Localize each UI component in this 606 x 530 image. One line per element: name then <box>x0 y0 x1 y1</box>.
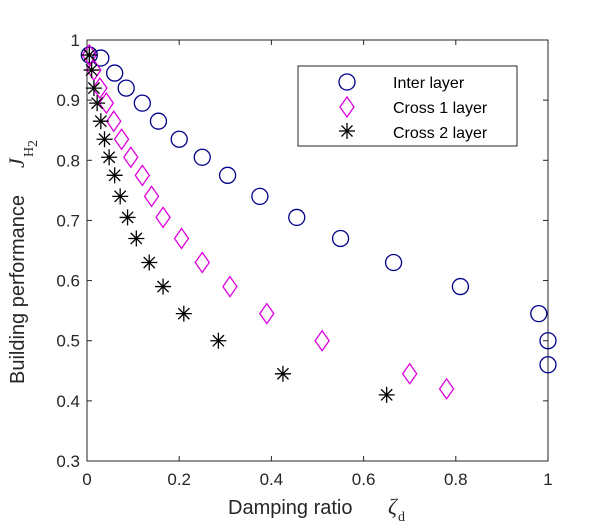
data-point-inter-layer <box>539 356 557 374</box>
data-point-inter-layer <box>384 253 403 272</box>
y-tick-label: 0.3 <box>56 452 80 471</box>
legend-label-inter-layer: Inter layer <box>393 75 465 92</box>
data-point-cross-2-layer <box>81 47 98 64</box>
data-point-cross-1-layer <box>86 58 102 82</box>
data-point-cross-1-layer <box>92 76 108 100</box>
data-point-inter-layer <box>133 94 151 112</box>
data-point-cross-1-layer <box>123 146 139 169</box>
data-point-inter-layer <box>530 304 548 323</box>
data-point-cross-1-layer <box>222 275 238 298</box>
x-tick-label: 0.8 <box>444 470 468 489</box>
data-point-inter-layer <box>218 166 237 184</box>
y-tick-label: 0.5 <box>56 332 80 351</box>
y-tick-label: 0.4 <box>56 392 80 411</box>
data-point-cross-2-layer <box>210 332 227 349</box>
data-point-cross-1-layer <box>194 251 211 274</box>
data-point-cross-2-layer <box>119 209 136 226</box>
x-tick-label: 0 <box>82 470 91 489</box>
data-point-cross-2-layer <box>96 131 113 148</box>
data-point-cross-2-layer <box>89 95 106 112</box>
data-point-cross-2-layer <box>112 188 129 205</box>
data-point-inter-layer <box>117 79 135 97</box>
data-point-cross-1-layer <box>113 128 130 151</box>
data-point-cross-2-layer <box>141 254 158 271</box>
data-point-cross-2-layer <box>83 62 100 79</box>
data-point-inter-layer <box>193 148 211 166</box>
data-point-cross-1-layer <box>173 227 190 250</box>
y-axis-subscript: H <box>22 147 37 157</box>
y-axis-symbol: J <box>4 157 29 168</box>
data-point-cross-1-layer <box>105 110 122 133</box>
data-point-cross-2-layer <box>274 365 291 382</box>
legend-marker-cross-1-layer <box>339 95 355 119</box>
data-point-cross-1-layer <box>143 185 160 208</box>
data-point-cross-1-layer <box>134 164 151 187</box>
data-point-cross-2-layer <box>106 167 123 184</box>
data-point-cross-2-layer <box>85 80 102 97</box>
data-point-cross-1-layer <box>438 377 455 400</box>
legend-label-cross-2-layer: Cross 2 layer <box>393 125 488 142</box>
data-point-cross-1-layer <box>258 302 275 325</box>
legend-box <box>297 65 518 147</box>
legend-marker-inter-layer <box>338 73 356 91</box>
data-point-inter-layer <box>539 332 557 350</box>
data-point-cross-2-layer <box>378 386 395 403</box>
data-point-cross-2-layer <box>175 305 192 322</box>
x-tick-label: 0.6 <box>352 470 376 489</box>
data-point-inter-layer <box>106 64 124 82</box>
data-point-inter-layer <box>331 229 350 248</box>
x-axis-label: Damping ratio <box>228 497 353 519</box>
x-tick-label: 1 <box>543 470 552 489</box>
data-point-cross-1-layer <box>155 206 171 229</box>
y-axis-title: Building performance J H 2 <box>4 140 41 384</box>
x-axis-subscript: d <box>398 510 405 525</box>
legend-label-cross-1-layer: Cross 1 layer <box>393 100 488 117</box>
y-tick-label: 0.7 <box>56 211 80 230</box>
y-tick-label: 0.9 <box>56 91 80 110</box>
x-tick-label: 0.2 <box>167 470 191 489</box>
data-point-cross-2-layer <box>101 149 118 166</box>
data-point-cross-1-layer <box>81 43 98 67</box>
axis-ticks: 0 0.2 0.4 0.6 0.8 1 0.3 0.4 0.5 0.6 0.7 0.8 0.9 1 <box>56 31 552 489</box>
data-point-inter-layer <box>251 187 269 206</box>
legend-marker-cross-2-layer <box>339 123 355 139</box>
data-point-inter-layer <box>451 277 470 296</box>
y-tick-label: 0.6 <box>56 272 80 291</box>
data-point-cross-2-layer <box>155 278 172 295</box>
data-point-cross-2-layer <box>128 230 145 247</box>
y-axis-label: Building performance <box>7 195 29 384</box>
data-point-cross-1-layer <box>98 92 115 115</box>
y-tick-label: 1 <box>71 31 80 50</box>
legend: Inter layer Cross 1 layer Cross 2 layer <box>297 65 518 147</box>
data-marks <box>80 43 557 403</box>
x-tick-label: 0.4 <box>260 470 284 489</box>
y-tick-label: 0.8 <box>56 151 80 170</box>
data-point-cross-1-layer <box>314 329 330 352</box>
data-point-cross-2-layer <box>92 113 109 130</box>
data-point-inter-layer <box>149 112 168 130</box>
data-point-cross-1-layer <box>401 362 418 385</box>
data-point-inter-layer <box>288 208 306 227</box>
data-point-inter-layer <box>170 130 188 148</box>
x-axis-symbol: ζ <box>388 494 399 519</box>
y-axis-subscript2: 2 <box>26 140 41 147</box>
